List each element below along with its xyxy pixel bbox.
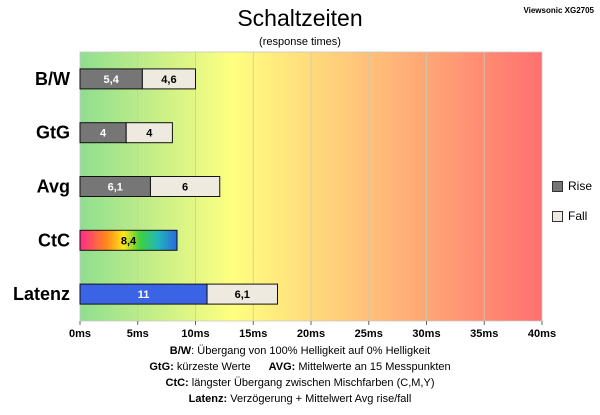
bar-fall	[206, 283, 279, 305]
category-label: CtC	[38, 230, 70, 250]
note-bw: B/W: Übergang von 100% Helligkeit auf 0%…	[0, 343, 600, 359]
bar-label-rise: 5,4	[104, 74, 120, 86]
bar-label-fall: 4	[146, 128, 153, 140]
bar-label-rise: 8,4	[121, 235, 137, 247]
bar-label-rise: 4	[100, 128, 107, 140]
note-avg-key: AVG:	[268, 361, 296, 373]
bar-label-fall: 4,6	[161, 74, 176, 86]
bar-label-rise: 6,1	[108, 182, 123, 194]
bar-fall	[141, 68, 196, 90]
bar-fall	[149, 176, 221, 197]
legend-swatch-fall	[552, 210, 563, 222]
x-tick-label: 35ms	[470, 328, 498, 340]
x-tick-label: 20ms	[297, 328, 325, 340]
device-label: Viewsonic XG2705	[523, 6, 594, 15]
legend-swatch-rise	[552, 180, 563, 192]
bar-label-fall: 6,1	[235, 289, 250, 301]
legend-item-fall: Fall	[552, 208, 592, 224]
note-gtg-key: GtG:	[149, 361, 174, 373]
x-tick-label: 40ms	[528, 328, 556, 340]
note-latenz-text: Verzögerung + Mittelwert Avg rise/fall	[227, 393, 412, 405]
x-tick-label: 30ms	[412, 328, 440, 340]
bar-label-fall: 6	[182, 182, 188, 194]
chart-subtitle: (response times)	[259, 36, 341, 48]
bar-fall	[125, 122, 173, 144]
x-tick-label: 15ms	[239, 328, 267, 340]
x-tick-label: 0ms	[69, 328, 91, 340]
note-ctc-text: längster Übergang zwischen Mischfarben (…	[188, 377, 435, 389]
note-ctc-key: CtC:	[165, 377, 189, 389]
x-tick-label: 10ms	[181, 328, 209, 340]
category-label: GtG	[36, 123, 70, 143]
note-gtg-text: kürzeste Werte	[173, 361, 251, 373]
legend-label-fall: Fall	[568, 209, 588, 223]
legend-label-rise: Rise	[568, 179, 593, 193]
category-label: Latenz	[13, 284, 70, 304]
note-bw-text: : Übergang von 100% Helligkeit auf 0% He…	[191, 345, 431, 357]
note-avg-text: Mittelwerte an 15 Messpunkten	[295, 361, 451, 373]
note-latenz: Latenz: Verzögerung + Mittelwert Avg ris…	[0, 391, 600, 407]
category-label: B/W	[35, 69, 70, 89]
category-label: Avg	[37, 177, 70, 197]
bar-label-rise: 11	[138, 289, 150, 301]
chart-title: Schaltzeiten	[237, 5, 363, 31]
note-bw-key: B/W	[169, 345, 192, 357]
note-gtg-avg: GtG: kürzeste Werte AVG: Mittelwerte an 1…	[0, 359, 600, 375]
legend-item-rise: Rise	[552, 178, 592, 194]
chart-notes: B/W: Übergang von 100% Helligkeit auf 0%…	[0, 343, 600, 407]
x-tick-label: 5ms	[127, 328, 149, 340]
legend: Rise Fall	[552, 178, 592, 238]
x-tick-label: 25ms	[355, 328, 383, 340]
note-ctc: CtC: längster Übergang zwischen Mischfar…	[0, 375, 600, 391]
note-latenz-key: Latenz:	[188, 393, 228, 405]
bar-rise	[79, 229, 178, 251]
